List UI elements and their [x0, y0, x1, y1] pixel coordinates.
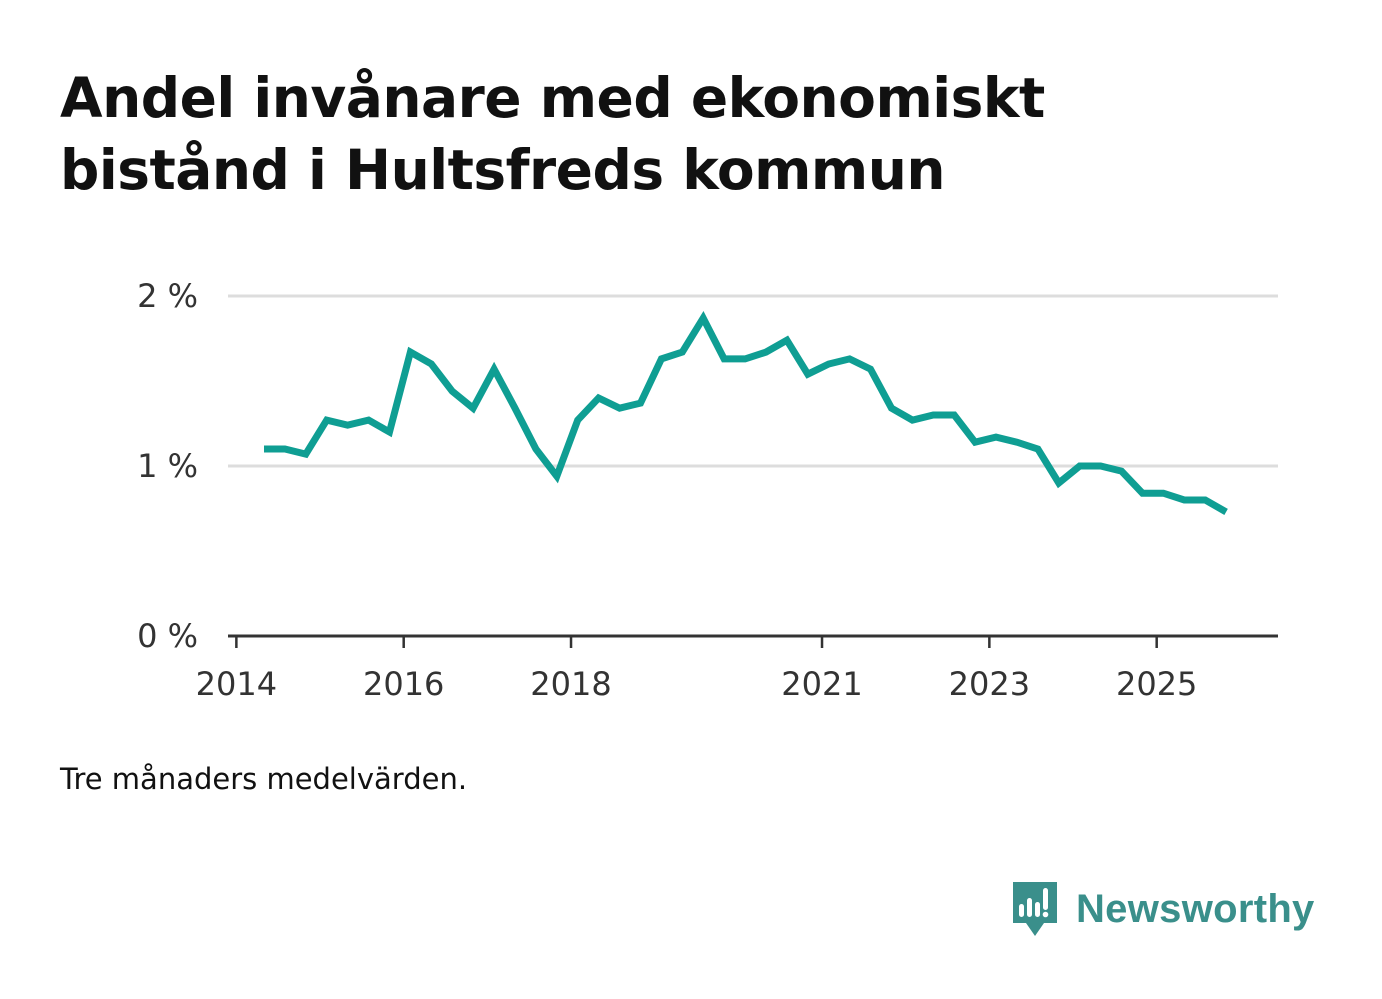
x-tick-label-2018: 2018 — [530, 665, 611, 703]
chart-note: Tre månaders medelvärden. — [60, 762, 468, 796]
chart-title: Andel invånare med ekonomiskt bistånd i … — [60, 66, 1045, 202]
y-tick-label-2: 2 % — [137, 277, 198, 315]
bar-chart-speech-bubble-icon — [1013, 882, 1057, 936]
series-line-0 — [264, 310, 1228, 515]
y-axis-ticks: 0 % 1 % 2 % — [137, 277, 198, 655]
x-axis: 2014 2016 2018 2021 2023 2025 — [196, 634, 1278, 703]
gridlines — [228, 294, 1278, 468]
x-tick-label-2016: 2016 — [363, 665, 444, 703]
x-tick-label-2023: 2023 — [949, 665, 1030, 703]
brand-logo: Newsworthy — [1010, 878, 1315, 940]
x-tick-label-2014: 2014 — [196, 665, 277, 703]
x-tick-label-2021: 2021 — [781, 665, 862, 703]
y-tick-label-1: 1 % — [137, 447, 198, 485]
x-tick-label-2025: 2025 — [1116, 665, 1197, 703]
y-tick-label-0: 0 % — [137, 617, 198, 655]
brand-name: Newsworthy — [1076, 886, 1315, 931]
series-layer — [264, 310, 1228, 515]
